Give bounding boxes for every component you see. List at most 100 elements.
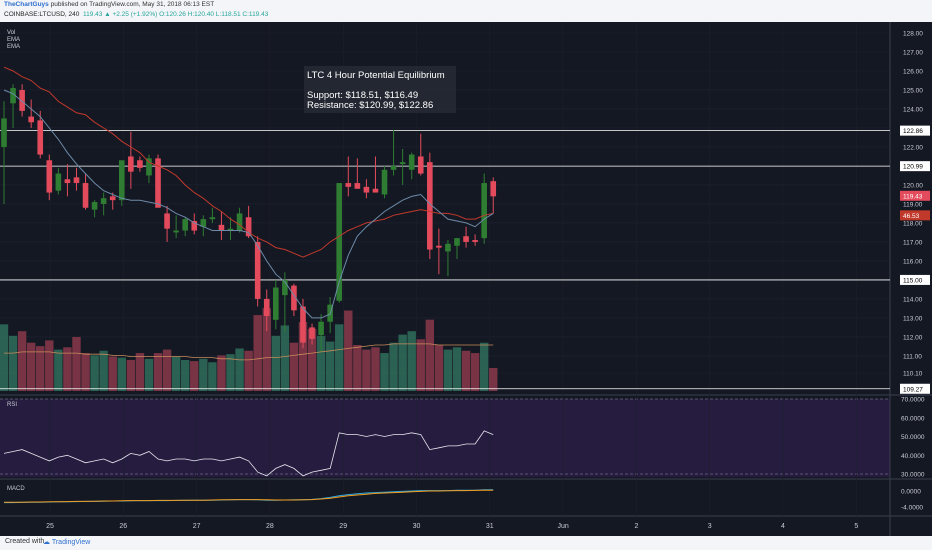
volume-bar [81,353,90,391]
candle-body [345,183,352,187]
volume-bar [226,354,235,391]
time-axis-label: 26 [119,523,127,530]
price-tick-label: 122.00 [903,144,923,151]
candle-body [191,221,198,231]
candle-body [445,243,451,252]
volume-bar [135,353,145,391]
volume-bar [434,345,444,391]
price-tag-label: 119.43 [903,193,923,200]
chart-header: TheChartGuys published on TradingView.co… [0,0,932,22]
volume-bar [153,353,163,391]
price-tick-label: 126.00 [903,68,923,75]
candle-body [336,183,343,301]
candle-body [164,213,170,229]
author-name[interactable]: TheChartGuys [4,1,49,8]
candle-body [82,183,89,208]
candle-body [408,154,415,170]
macd-indicator-label[interactable]: MACD [7,486,25,492]
tradingview-logo[interactable]: ☁ TradingView [43,538,90,546]
annotation-box[interactable]: LTC 4 Hour Potential Equilibrium Support… [304,66,456,113]
candle-body [454,238,460,246]
volume-bar [63,347,72,391]
price-tag-label: 46.53 [903,213,920,220]
volume-bar [108,356,117,391]
volume-bar [199,358,208,391]
symbol-label[interactable]: COINBASE:LTCUSD, 240 [4,11,80,18]
candle-body [254,241,261,299]
candle-body [490,181,497,197]
volume-bar [325,341,335,391]
rsi-line [3,430,494,477]
volume-bar [90,355,99,391]
rsi-indicator-label[interactable]: RSI [7,402,17,408]
ema-fast-line [3,89,494,319]
candle-body [363,186,370,193]
volume-bar [126,359,136,391]
candle-body [55,173,62,191]
volume-bar [262,308,271,391]
candle-body [19,89,25,111]
volume-bar [36,346,45,391]
volume-bar [117,357,126,391]
candle-body [146,158,152,176]
publish-text: published on TradingView.com, May 31, 20… [50,1,215,8]
candle-body [291,285,297,311]
volume-bar [461,350,471,391]
rsi-tick-label: 70.0000 [901,397,925,404]
price-tick-label: 128.00 [903,31,923,38]
volume-bar [489,368,498,391]
volume-bar [307,328,317,391]
volume-bar [479,342,489,391]
candle-body [10,88,16,104]
annotation-background [304,66,456,113]
candle-body [91,202,98,210]
candle-body [155,158,161,208]
ema2-indicator-label[interactable]: EMA [7,44,20,50]
annotation-resistance: Resistance: $120.99, $122.86 [307,100,433,111]
candle-body [137,160,143,168]
volume-bar [389,342,398,391]
candle-body [481,183,487,239]
price-tag-label: 120.99 [903,164,923,171]
volume-bar [335,324,344,391]
candle-body [300,306,306,343]
rsi-band [0,399,890,477]
candle-body [263,298,270,317]
price-tick-label: 110.10 [903,371,923,378]
candle-body [118,160,125,201]
volume-bar [26,342,36,391]
time-axis-label: 29 [339,523,347,530]
cloud-icon: ☁ [43,539,50,546]
candle-body [64,179,71,184]
volume-bar [380,353,389,391]
volume-bar [416,339,425,391]
candle-body [417,156,424,174]
volume-bar [289,342,299,391]
volume-bar [280,325,290,391]
volume-bar [190,361,199,391]
volume-bar [181,359,190,391]
candle-body [200,219,207,227]
volume-bar [353,345,362,391]
time-axis-label: 5 [854,523,858,530]
rsi-tick-label: 40.0000 [901,453,925,460]
price-tick-label: 113.00 [903,315,923,322]
macd-tick-label: 0.0000 [901,489,921,496]
vol-indicator-label[interactable]: Vol [7,30,15,36]
volume-bar [425,319,435,391]
ema1-indicator-label[interactable]: EMA [7,37,20,43]
candle-body [128,156,134,172]
macd-signal-line [4,489,494,503]
candle-body [209,217,216,220]
time-axis-label: 28 [266,523,274,530]
volume-bar [45,340,54,391]
time-axis-label: 2 [634,523,638,530]
footer-bar: Created with ☁ TradingView [0,536,932,550]
chart-canvas[interactable]: 128.00127.00126.00125.00124.00123.00122.… [0,22,932,536]
time-axis-label: 4 [781,523,785,530]
price-tick-label: 118.00 [903,220,923,227]
volume-ma-line [4,343,494,361]
volume-bar [162,349,172,391]
price-tick-label: 124.00 [903,106,923,113]
